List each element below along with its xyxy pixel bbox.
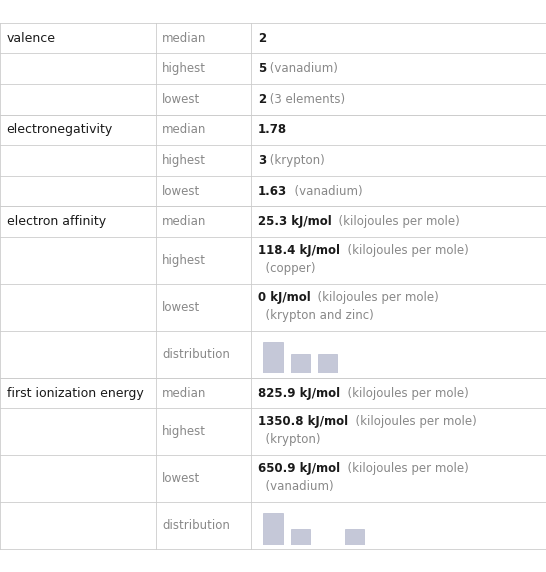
Text: median: median [162, 124, 206, 137]
Text: (kilojoules per mole): (kilojoules per mole) [311, 291, 439, 304]
Text: lowest: lowest [162, 93, 200, 106]
Text: distribution: distribution [162, 348, 230, 361]
Text: (copper): (copper) [258, 262, 315, 275]
Bar [290, 529, 310, 545]
Text: (vanadium): (vanadium) [258, 480, 334, 493]
Text: 2: 2 [258, 93, 266, 106]
Text: (kilojoules per mole): (kilojoules per mole) [331, 215, 460, 228]
Text: (vanadium): (vanadium) [287, 185, 363, 198]
Text: 5: 5 [258, 62, 266, 76]
Bar [263, 341, 283, 373]
Bar [318, 354, 337, 373]
Text: 118.4 kJ/mol: 118.4 kJ/mol [258, 244, 340, 257]
Text: electronegativity: electronegativity [7, 124, 113, 137]
Text: lowest: lowest [162, 301, 200, 314]
Text: median: median [162, 387, 206, 400]
Text: highest: highest [162, 154, 206, 167]
Text: (kilojoules per mole): (kilojoules per mole) [348, 415, 477, 428]
Text: (krypton): (krypton) [258, 434, 320, 446]
Text: (krypton): (krypton) [266, 154, 324, 167]
Text: highest: highest [162, 426, 206, 438]
Text: median: median [162, 215, 206, 228]
Text: (kilojoules per mole): (kilojoules per mole) [340, 244, 468, 257]
Text: median: median [162, 31, 206, 45]
Text: (kilojoules per mole): (kilojoules per mole) [340, 387, 468, 400]
Text: distribution: distribution [162, 519, 230, 532]
Text: 2: 2 [258, 31, 266, 45]
Text: highest: highest [162, 62, 206, 76]
Bar [290, 354, 310, 373]
Text: lowest: lowest [162, 185, 200, 198]
Text: (3 elements): (3 elements) [266, 93, 345, 106]
Bar [346, 529, 365, 545]
Text: 25.3 kJ/mol: 25.3 kJ/mol [258, 215, 331, 228]
Text: 1.78: 1.78 [258, 124, 287, 137]
Text: 3: 3 [258, 154, 266, 167]
Text: lowest: lowest [162, 472, 200, 485]
Text: 1.63: 1.63 [258, 185, 287, 198]
Text: valence: valence [7, 31, 56, 45]
Text: (kilojoules per mole): (kilojoules per mole) [340, 462, 468, 475]
Bar [263, 513, 283, 545]
Text: first ionization energy: first ionization energy [7, 387, 143, 400]
Text: 0 kJ/mol: 0 kJ/mol [258, 291, 311, 304]
Text: 825.9 kJ/mol: 825.9 kJ/mol [258, 387, 340, 400]
Text: (krypton and zinc): (krypton and zinc) [258, 309, 373, 322]
Text: (vanadium): (vanadium) [266, 62, 338, 76]
Text: 1350.8 kJ/mol: 1350.8 kJ/mol [258, 415, 348, 428]
Text: electron affinity: electron affinity [7, 215, 106, 228]
Text: 650.9 kJ/mol: 650.9 kJ/mol [258, 462, 340, 475]
Text: highest: highest [162, 254, 206, 267]
